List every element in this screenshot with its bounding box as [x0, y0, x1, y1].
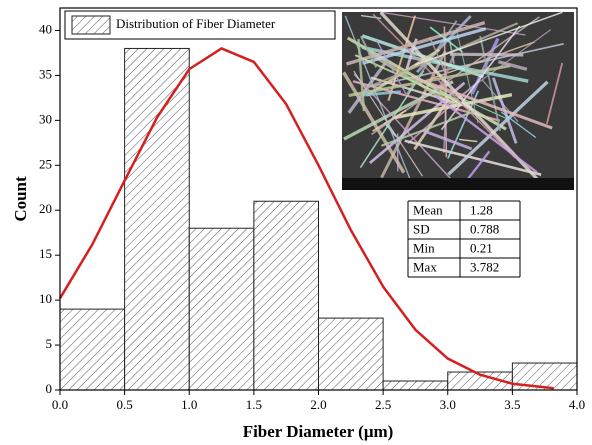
fiber	[415, 11, 563, 66]
bar	[124, 47, 190, 391]
y-tick-label: 35	[39, 66, 52, 81]
stats-table: Mean 1.28 SD 0.788 Min 0.21 Max 3.782	[407, 200, 521, 278]
fiber	[357, 39, 366, 112]
y-tick-label: 30	[39, 111, 52, 126]
fiber	[440, 25, 521, 131]
x-tick-label: 0.5	[117, 397, 133, 412]
image-footer	[342, 178, 574, 190]
y-tick-label: 20	[39, 201, 52, 216]
table-cell: 1.28	[470, 202, 493, 217]
table-cell: 0.788	[470, 221, 499, 236]
fiber	[381, 110, 476, 147]
legend: Distribution of Fiber Diameter	[64, 10, 336, 40]
table-cell: 0.21	[470, 240, 493, 255]
bar	[253, 200, 319, 391]
fiber	[375, 39, 407, 95]
y-tick-label: 5	[46, 336, 53, 351]
fiber	[344, 15, 411, 181]
x-tick-label: 4.0	[569, 397, 585, 412]
y-tick-label: 25	[39, 156, 52, 171]
legend-swatch	[71, 15, 111, 35]
fiber	[413, 97, 450, 151]
fiber	[369, 42, 564, 88]
x-tick-label: 1.0	[181, 397, 197, 412]
table-cell: SD	[413, 221, 430, 236]
fiber	[348, 64, 511, 97]
fiber	[363, 90, 401, 97]
x-tick-label: 2.0	[310, 397, 326, 412]
fiber	[500, 111, 537, 139]
fiber	[429, 26, 464, 53]
x-tick-label: 3.5	[504, 397, 520, 412]
bar	[318, 317, 384, 391]
fiber	[369, 81, 466, 165]
y-axis-title: Count	[11, 176, 30, 222]
fiber	[434, 95, 538, 174]
table-cell: Max	[413, 259, 437, 274]
y-tick-label: 10	[39, 291, 52, 306]
y-tick-label: 40	[39, 21, 52, 36]
fiber	[545, 62, 564, 125]
fiber	[447, 80, 549, 176]
bar	[59, 308, 126, 391]
fiber	[421, 128, 473, 151]
x-axis-title: Fiber Diameter (μm)	[243, 422, 394, 441]
y-tick-label: 15	[39, 246, 52, 261]
fit-curve	[58, 47, 554, 390]
fiber	[429, 36, 452, 87]
fiber	[497, 60, 528, 71]
x-tick-label: 2.5	[375, 397, 391, 412]
legend-label: Distribution of Fiber Diameter	[116, 16, 276, 31]
fiber	[354, 54, 458, 103]
fiber	[372, 109, 407, 132]
x-tick-label: 3.0	[440, 397, 456, 412]
bar	[382, 380, 449, 391]
fiber	[459, 138, 478, 143]
x-tick-label: 0.0	[52, 397, 68, 412]
fiber	[479, 35, 502, 131]
x-tick-label: 1.5	[246, 397, 262, 412]
fiber	[404, 139, 542, 176]
inset-image	[342, 11, 574, 190]
fiber	[467, 150, 491, 180]
table-cell: Mean	[413, 202, 443, 217]
fiber	[411, 75, 553, 130]
fiber	[449, 52, 524, 57]
table-cell: 3.782	[470, 259, 499, 274]
fiber	[345, 20, 486, 66]
fiber	[360, 35, 378, 68]
fiber	[379, 11, 539, 181]
fiber	[360, 14, 382, 19]
y-tick-label: 0	[46, 381, 53, 396]
bar	[188, 227, 255, 391]
table-cell: Min	[413, 240, 435, 255]
fiber	[443, 26, 448, 158]
fiber	[362, 27, 487, 65]
fiber	[372, 13, 516, 159]
fiber	[455, 27, 479, 124]
